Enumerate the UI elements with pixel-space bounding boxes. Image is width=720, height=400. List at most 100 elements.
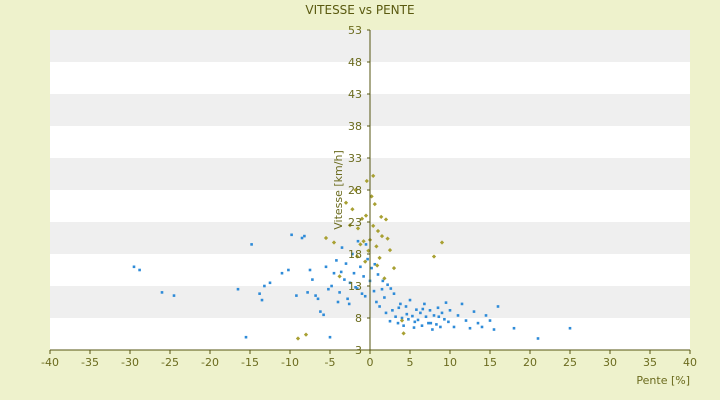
data-point-alt (375, 228, 381, 234)
data-point (428, 309, 432, 312)
data-point (480, 325, 484, 329)
data-point (439, 325, 442, 329)
data-point-alt (355, 226, 361, 231)
x-tick-label: 30 (603, 356, 617, 369)
data-point (287, 268, 290, 272)
data-point (160, 291, 164, 294)
data-point-alt (347, 223, 353, 228)
data-point (258, 292, 261, 295)
data-point-alt (361, 239, 366, 244)
data-point (324, 265, 328, 269)
data-point (263, 284, 266, 288)
data-point-alt (382, 276, 387, 281)
data-points (132, 173, 572, 341)
data-point (311, 278, 314, 281)
data-point (339, 270, 343, 274)
data-point (416, 318, 420, 322)
data-point-alt (363, 259, 368, 264)
data-point (344, 262, 348, 265)
data-point (380, 287, 384, 291)
data-point-alt (374, 244, 379, 249)
data-point-alt (377, 255, 382, 260)
data-point-alt (387, 248, 393, 253)
data-point-alt (383, 217, 389, 222)
data-point (412, 326, 416, 329)
data-point-alt (303, 332, 309, 337)
data-point (392, 292, 396, 295)
data-point (512, 326, 516, 330)
data-point-alt (379, 233, 385, 239)
data-point (351, 252, 354, 256)
data-point-alt (391, 265, 397, 271)
data-point (306, 291, 309, 294)
data-point (405, 312, 409, 316)
data-point (360, 292, 364, 295)
y-tick-label: 3 (355, 344, 362, 357)
data-point (352, 271, 356, 275)
data-point (424, 315, 428, 319)
data-point-alt (369, 194, 374, 199)
data-point (322, 313, 325, 317)
x-tick-label: 25 (563, 356, 577, 369)
x-axis-label: Pente [%] (636, 374, 690, 387)
data-point (431, 328, 434, 331)
x-tick-label: -35 (81, 356, 99, 369)
x-tick-label: -15 (241, 356, 259, 369)
data-point (484, 314, 488, 317)
y-tick-label: 23 (348, 216, 362, 229)
data-point-alt (372, 201, 377, 207)
data-point (330, 284, 333, 288)
data-point (340, 246, 344, 249)
data-point (452, 325, 456, 329)
data-point (363, 294, 367, 298)
data-point-alt (363, 213, 369, 218)
data-point (354, 285, 357, 289)
data-point (366, 257, 369, 261)
data-point (364, 243, 368, 246)
data-point (260, 298, 264, 302)
data-point (436, 306, 440, 310)
data-point-alt (331, 240, 337, 245)
data-point-alt (366, 248, 371, 253)
data-point-alt (350, 207, 355, 212)
data-point (372, 289, 376, 293)
data-point (346, 297, 349, 301)
data-point (404, 305, 408, 308)
data-point (347, 302, 351, 306)
data-point (536, 337, 540, 340)
data-point-alt (401, 331, 406, 336)
data-point (408, 298, 412, 302)
x-tick-label: 35 (643, 356, 657, 369)
data-point (488, 319, 492, 322)
data-point-alt (353, 187, 358, 193)
data-point (290, 233, 293, 237)
data-point (464, 319, 468, 322)
data-point (336, 300, 340, 304)
data-point (236, 287, 240, 291)
data-point (394, 315, 397, 319)
data-point (335, 259, 338, 262)
data-point (468, 326, 472, 330)
x-tick-label: 0 (367, 356, 374, 369)
data-point (172, 294, 176, 297)
data-point (447, 320, 450, 324)
data-point (437, 315, 441, 319)
data-point (407, 317, 410, 321)
data-point (400, 316, 404, 320)
data-point (399, 302, 402, 306)
data-point (384, 311, 388, 315)
data-point (421, 307, 425, 311)
data-point (460, 302, 464, 306)
data-point-alt (323, 235, 329, 241)
data-point (568, 326, 572, 330)
data-point-alt (431, 254, 437, 259)
data-point (355, 287, 359, 290)
data-point (472, 310, 476, 313)
y-tick-label: 43 (348, 88, 362, 101)
data-point (448, 309, 452, 312)
data-point (411, 314, 414, 318)
data-point-alt (343, 200, 349, 205)
data-point (456, 314, 460, 317)
